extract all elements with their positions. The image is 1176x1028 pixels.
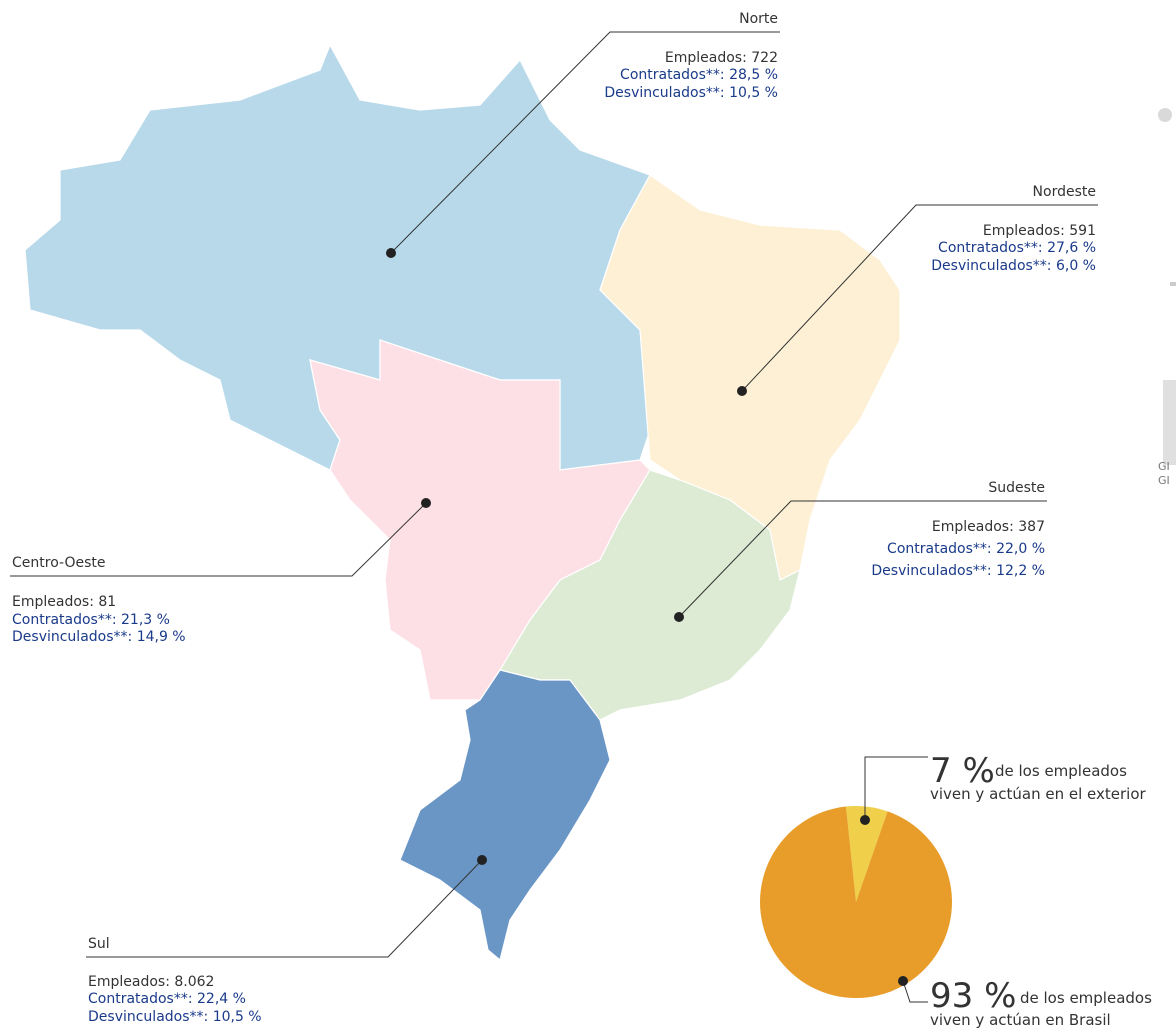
region-name: Norte (739, 11, 778, 27)
pie-dot (860, 815, 870, 825)
pie-leader (864, 756, 928, 820)
pie-value-label: 93 % (930, 976, 1016, 1016)
leader-line (741, 204, 1098, 392)
edge-text: GI (1158, 460, 1170, 473)
region-hired: Contratados**: 27,6 % (938, 240, 1096, 256)
region-dot (477, 855, 487, 865)
pie-description: viven y actúan en Brasil (930, 1011, 1111, 1028)
region-hired: Contratados**: 28,5 % (620, 67, 778, 83)
pie-description: viven y actúan en el exterior (930, 785, 1146, 803)
region-employees: Empleados: 591 (983, 223, 1096, 239)
region-employees: Empleados: 722 (665, 50, 778, 66)
pie-value-label: 7 % (930, 751, 995, 791)
region-dismissed: Desvinculados**: 10,5 % (604, 85, 778, 101)
region-hired: Contratados**: 22,0 % (887, 541, 1045, 557)
region-name: Centro-Oeste (12, 555, 106, 571)
edge-shape (1163, 380, 1176, 465)
region-name: Sul (88, 936, 110, 952)
region-employees: Empleados: 387 (932, 519, 1045, 535)
leader-line (678, 500, 1047, 618)
region-dot (737, 386, 747, 396)
region-hired: Contratados**: 21,3 % (12, 612, 170, 628)
pie-slice (845, 805, 888, 902)
region-name: Nordeste (1033, 184, 1096, 200)
region-dot (674, 612, 684, 622)
region-sudeste (499, 469, 801, 721)
region-dot (386, 248, 396, 258)
edge-text: GI (1158, 474, 1170, 487)
region-dismissed: Desvinculados**: 12,2 % (871, 563, 1045, 579)
region-dismissed: Desvinculados**: 6,0 % (931, 258, 1096, 274)
edge-shape (1170, 282, 1176, 286)
region-nordeste (599, 174, 901, 581)
region-employees: Empleados: 81 (12, 594, 116, 610)
region-employees: Empleados: 8.062 (88, 974, 214, 990)
brazil-map (24, 43, 901, 962)
leader-line (86, 859, 483, 958)
leader-line (10, 502, 427, 577)
edge-dot (1158, 108, 1172, 122)
pie-slice (760, 806, 953, 998)
region-name: Sudeste (988, 480, 1045, 496)
leader-line (390, 31, 780, 254)
pie-dot (898, 976, 908, 986)
pie-description: de los empleados (1020, 989, 1152, 1007)
region-dot (421, 498, 431, 508)
region-hired: Contratados**: 22,4 % (88, 991, 246, 1007)
region-dismissed: Desvinculados**: 14,9 % (12, 629, 186, 645)
pie-leader (902, 980, 928, 1003)
pie-description: de los empleados (995, 762, 1127, 780)
region-sul (399, 669, 611, 962)
region-dismissed: Desvinculados**: 10,5 % (88, 1009, 262, 1025)
